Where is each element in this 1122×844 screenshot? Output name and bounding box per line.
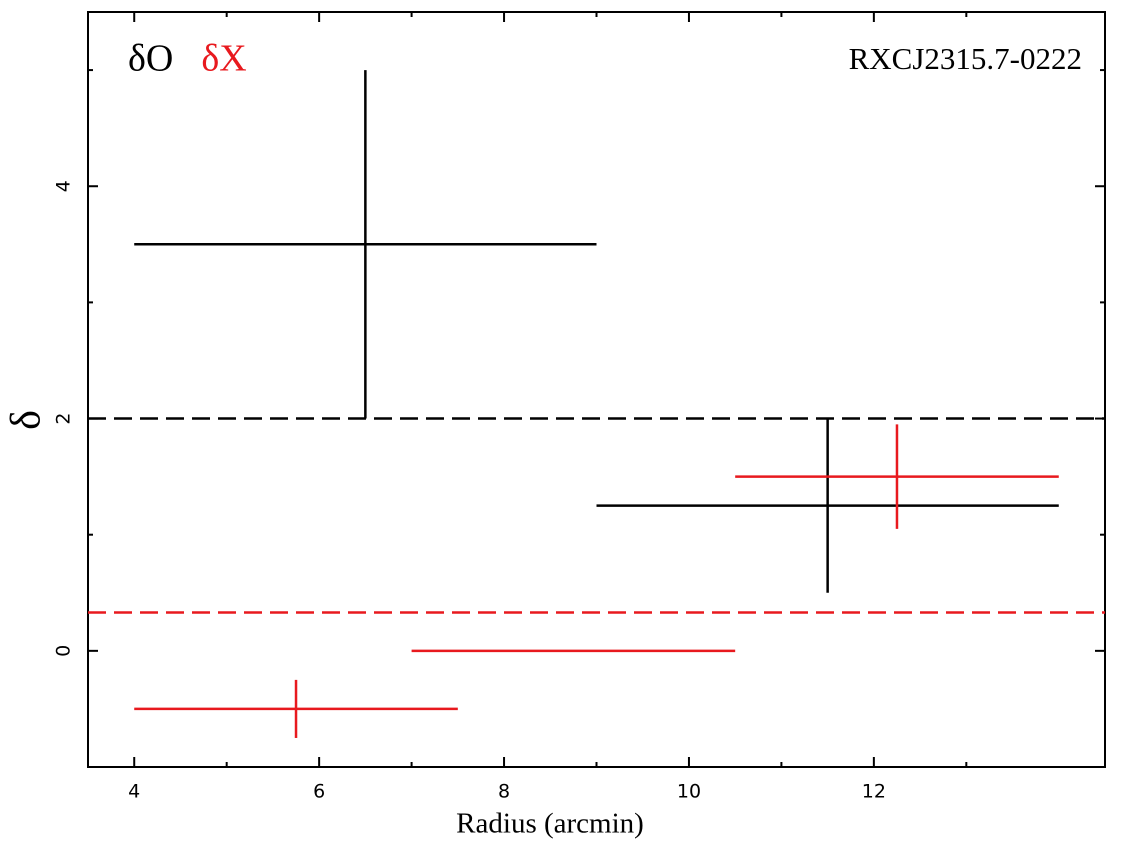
plot-frame	[87, 11, 1106, 768]
legend-entry: δX	[201, 38, 246, 80]
legend-entry: δO	[128, 38, 173, 80]
y-tick-label: 0	[53, 645, 75, 657]
x-tick-label: 10	[677, 781, 701, 803]
annotation: RXCJ2315.7-0222	[849, 41, 1082, 76]
x-axis-label: Radius (arcmin)	[456, 808, 644, 840]
x-tick-label: 8	[498, 781, 510, 803]
y-tick-label: 2	[53, 412, 75, 424]
x-tick-label: 12	[862, 781, 886, 803]
y-tick-label: 4	[53, 180, 75, 192]
x-tick-label: 4	[128, 781, 140, 803]
y-axis-label: δ	[4, 410, 50, 430]
x-tick-label: 6	[313, 781, 325, 803]
